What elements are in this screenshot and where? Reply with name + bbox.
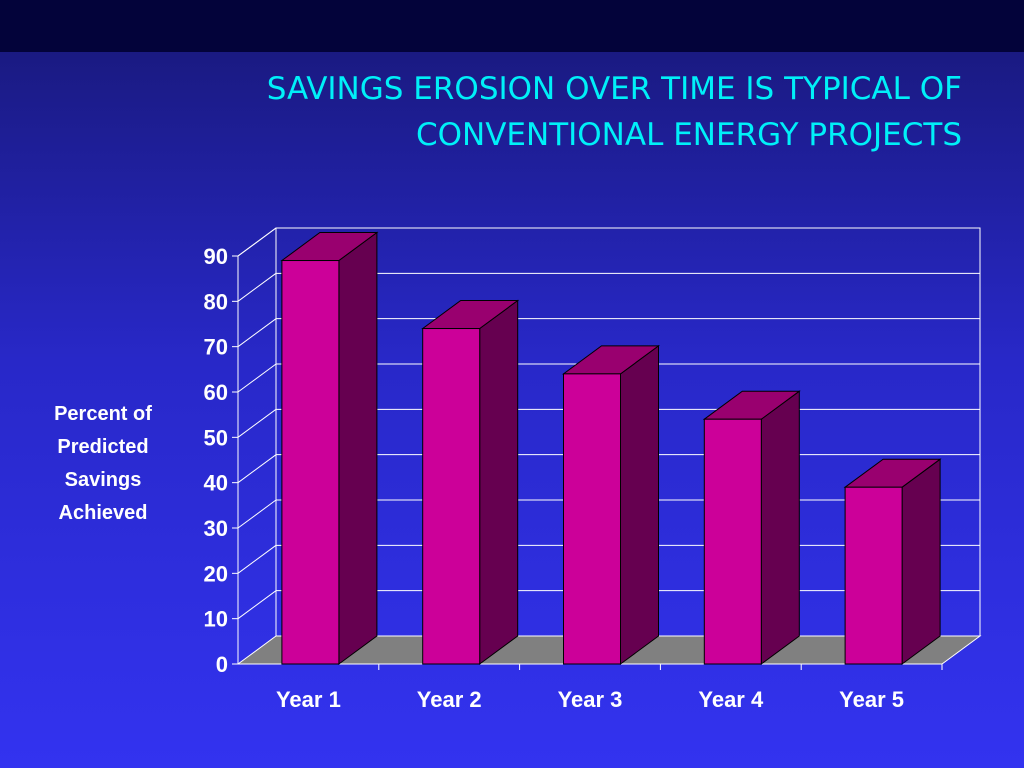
slide-title-line-1: SAVINGS EROSION OVER TIME IS TYPICAL OF — [266, 71, 962, 107]
y-tick-label: 30 — [204, 516, 228, 541]
bar-side — [620, 344, 659, 665]
gridline-side — [237, 272, 277, 302]
bar-side — [338, 231, 378, 665]
gridline-side — [237, 363, 277, 393]
bar-front — [703, 418, 762, 665]
bar-front — [422, 328, 481, 665]
y-tick-label: 40 — [204, 471, 228, 496]
y-tick-label: 20 — [204, 561, 228, 586]
slide-title: SAVINGS EROSION OVER TIME IS TYPICAL OF … — [62, 66, 962, 158]
y-axis-title-line-3: Savings — [64, 469, 142, 491]
y-tick-label: 90 — [204, 244, 228, 269]
y-tick-label: 70 — [204, 335, 228, 360]
bar-front — [563, 373, 621, 665]
x-tick-label: Year 2 — [417, 687, 482, 712]
bar-side — [760, 390, 800, 665]
bar-5 — [843, 458, 942, 665]
x-tick-label: Year 1 — [276, 687, 341, 712]
gridline-side — [237, 544, 277, 574]
bar-2 — [421, 299, 520, 665]
y-axis-title: Percent of Predicted Savings Achieved — [28, 398, 178, 530]
x-tick-label: Year 4 — [698, 687, 764, 712]
y-axis-top-line — [237, 227, 277, 257]
x-tick-label: Year 5 — [839, 687, 904, 712]
bar-4 — [702, 390, 801, 665]
gridline-side — [237, 408, 277, 438]
y-tick-label: 10 — [204, 607, 228, 632]
gridline-side — [237, 454, 277, 484]
bar-side — [479, 299, 519, 665]
bar-3 — [561, 344, 661, 665]
slide-title-line-2: CONVENTIONAL ENERGY PROJECTS — [415, 117, 962, 153]
bar-1 — [280, 231, 379, 665]
bar-front — [281, 260, 340, 665]
gridline-side — [237, 590, 277, 620]
gridline-side — [237, 318, 277, 348]
y-axis-title-line-1: Percent of — [54, 403, 152, 425]
y-tick-label: 80 — [204, 289, 228, 314]
gridline-side — [237, 499, 277, 529]
y-tick-label: 50 — [204, 425, 228, 450]
bar-side — [901, 458, 941, 665]
y-tick-label: 0 — [216, 652, 228, 677]
y-tick-label: 60 — [204, 380, 228, 405]
y-axis-title-line-2: Predicted — [57, 436, 149, 458]
x-tick-label: Year 3 — [558, 687, 623, 712]
y-axis-title-line-4: Achieved — [58, 502, 148, 524]
bar-front — [844, 486, 903, 665]
